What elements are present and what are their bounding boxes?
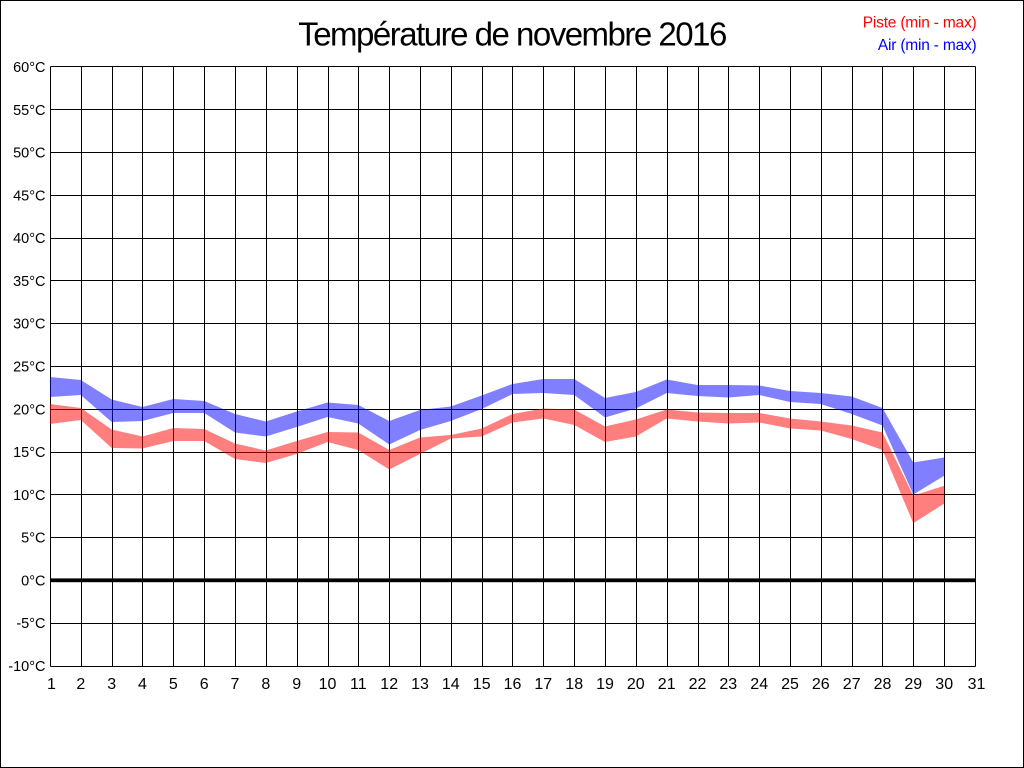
svg-text:-5°C: -5°C: [16, 616, 45, 632]
svg-text:15°C: 15°C: [13, 445, 45, 461]
svg-text:4: 4: [138, 676, 147, 693]
svg-text:31: 31: [968, 676, 986, 693]
svg-text:21: 21: [658, 676, 676, 693]
svg-text:12: 12: [380, 676, 398, 693]
svg-text:8: 8: [261, 676, 270, 693]
svg-text:22: 22: [689, 676, 707, 693]
svg-text:28: 28: [874, 676, 892, 693]
svg-text:45°C: 45°C: [13, 188, 45, 204]
svg-text:35°C: 35°C: [13, 274, 45, 290]
svg-text:25°C: 25°C: [13, 360, 45, 376]
svg-text:5: 5: [169, 676, 178, 693]
svg-text:16: 16: [504, 676, 522, 693]
svg-text:5°C: 5°C: [21, 531, 45, 547]
svg-text:Air (min - max): Air (min - max): [878, 37, 977, 54]
svg-text:55°C: 55°C: [13, 103, 45, 119]
svg-text:0°C: 0°C: [21, 573, 45, 589]
svg-text:60°C: 60°C: [13, 60, 45, 76]
svg-text:29: 29: [904, 676, 922, 693]
svg-text:30: 30: [935, 676, 953, 693]
svg-text:17: 17: [534, 676, 552, 693]
svg-text:50°C: 50°C: [13, 146, 45, 162]
svg-text:26: 26: [812, 676, 830, 693]
svg-text:2: 2: [76, 676, 85, 693]
svg-text:10°C: 10°C: [13, 488, 45, 504]
svg-text:1: 1: [47, 676, 56, 693]
svg-text:30°C: 30°C: [13, 317, 45, 333]
svg-text:20: 20: [627, 676, 645, 693]
svg-text:20°C: 20°C: [13, 402, 45, 418]
svg-text:10: 10: [319, 676, 337, 693]
svg-text:-10°C: -10°C: [8, 659, 45, 675]
svg-text:9: 9: [292, 676, 301, 693]
svg-text:14: 14: [442, 676, 460, 693]
svg-text:23: 23: [719, 676, 737, 693]
svg-text:18: 18: [565, 676, 583, 693]
svg-text:Température de novembre 2016: Température de novembre 2016: [298, 16, 726, 53]
svg-text:40°C: 40°C: [13, 231, 45, 247]
svg-text:11: 11: [350, 676, 367, 693]
svg-text:Piste (min - max): Piste (min - max): [863, 15, 977, 32]
svg-text:25: 25: [781, 676, 799, 693]
svg-text:13: 13: [411, 676, 429, 693]
svg-text:6: 6: [200, 676, 209, 693]
svg-text:27: 27: [843, 676, 861, 693]
svg-text:7: 7: [231, 676, 240, 693]
svg-text:3: 3: [107, 676, 116, 693]
svg-text:15: 15: [473, 676, 491, 693]
svg-text:19: 19: [596, 676, 614, 693]
svg-text:24: 24: [750, 676, 768, 693]
